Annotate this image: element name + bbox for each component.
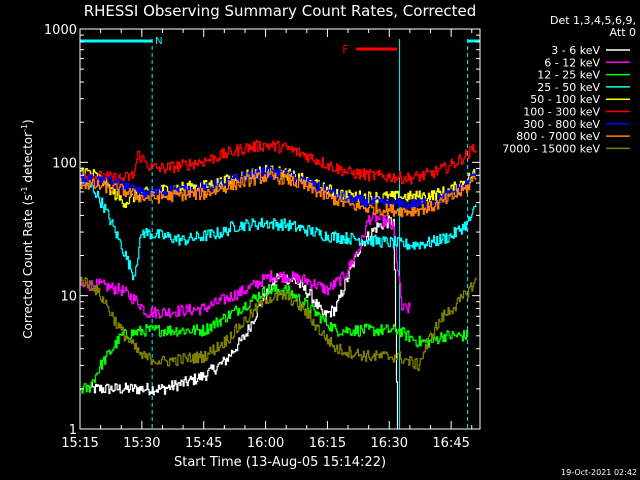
y-axis-label-middle: detector <box>21 132 35 187</box>
series-line-7 <box>80 170 477 218</box>
series-line-0 <box>88 215 399 429</box>
legend-label-3: 25 - 50 keV <box>537 81 600 94</box>
series-line-8 <box>80 276 477 372</box>
y-axis-label: Corrected Count Rate (s-1 detector-1) <box>20 119 35 338</box>
y-axis-label-exponent-1: -1 <box>20 186 29 194</box>
y-tick-label-3: 1000 <box>44 23 77 38</box>
legend-label-2: 12 - 25 keV <box>537 69 600 82</box>
plot-area: NF <box>80 36 480 429</box>
y-tick-label-0: 1 <box>69 423 77 438</box>
legend-label-1: 6 - 12 keV <box>544 56 600 69</box>
legend-label-7: 800 - 7000 keV <box>516 130 600 143</box>
x-tick-label-2: 15:45 <box>185 436 222 451</box>
legend-label-5: 100 - 300 keV <box>523 106 600 119</box>
legend-label-8: 7000 - 15000 keV <box>502 142 600 155</box>
legend-label-4: 50 - 100 keV <box>530 93 600 106</box>
axes: 15:15 15:30 15:45 16:00 16:15 16:30 16:45 1 10 10… <box>44 23 480 451</box>
series-line-3 <box>80 178 477 281</box>
legend-label-0: 3 - 6 keV <box>551 44 600 57</box>
legend-label-6: 300 - 800 keV <box>523 118 600 131</box>
y-axis-label-main: Corrected Count Rate (s <box>21 194 35 338</box>
y-tick-label-2: 100 <box>52 156 77 171</box>
y-axis-label-exponent-2: -1 <box>20 124 29 132</box>
chart-title: RHESSI Observing Summary Count Rates, Co… <box>84 2 477 20</box>
series-line-1 <box>80 211 411 319</box>
series-line-2 <box>80 284 469 394</box>
x-tick-label-1: 15:30 <box>123 436 160 451</box>
legend-header-line-1: Det 1,3,4,5,6,9, <box>550 14 636 27</box>
timestamp: 19-Oct-2021 02:42 <box>561 468 637 477</box>
x-axis-label: Start Time (13-Aug-05 15:14:22) <box>174 455 386 470</box>
x-tick-label-6: 16:45 <box>432 436 469 451</box>
x-tick-label-0: 15:15 <box>61 436 98 451</box>
y-tick-label-1: 10 <box>60 290 77 305</box>
plot-frame <box>79 28 481 430</box>
legend-header-line-2: Att 0 <box>610 26 636 39</box>
flare-label: F <box>342 43 348 56</box>
series-line-5 <box>80 139 477 185</box>
night-label: N <box>155 36 162 47</box>
x-tick-label-4: 16:15 <box>309 436 346 451</box>
x-tick-label-5: 16:30 <box>371 436 408 451</box>
x-tick-label-3: 16:00 <box>247 436 284 451</box>
y-axis-label-end: ) <box>21 119 35 124</box>
